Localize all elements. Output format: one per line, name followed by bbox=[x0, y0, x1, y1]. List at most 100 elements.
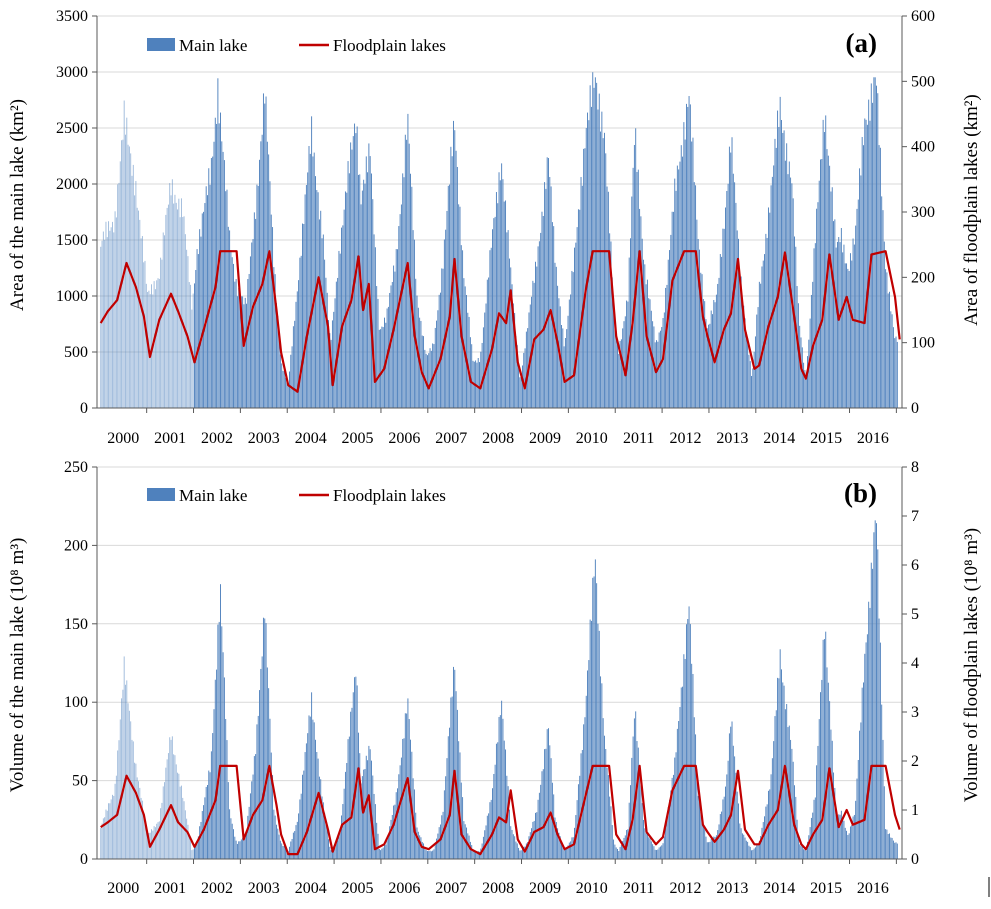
panel-b-bar bbox=[836, 816, 838, 859]
panel-a-bar bbox=[382, 327, 384, 408]
panel-b-bar bbox=[882, 739, 884, 859]
panel-b-bar bbox=[671, 777, 673, 859]
panel-a-bar bbox=[702, 299, 704, 408]
panel-b-bar bbox=[643, 819, 644, 859]
panel-a-bar bbox=[233, 263, 234, 408]
panel-a-bar bbox=[182, 217, 184, 408]
panel-a-bar bbox=[199, 229, 201, 408]
panel-b-bar bbox=[183, 801, 185, 859]
panel-b-bar bbox=[227, 782, 229, 859]
panel-a-legend-bar-swatch bbox=[147, 38, 175, 51]
panel-a-bar bbox=[775, 147, 777, 408]
panel-a-bar bbox=[494, 216, 496, 408]
panel-a-bar bbox=[371, 173, 372, 408]
panel-a-bar bbox=[639, 208, 641, 408]
panel-b-bar bbox=[100, 827, 102, 859]
panel-a-bar bbox=[123, 100, 125, 409]
panel-a-bar bbox=[308, 146, 310, 408]
panel-a-bar bbox=[400, 204, 402, 408]
panel-b-bar bbox=[843, 820, 845, 859]
panel-a-bar bbox=[485, 303, 487, 408]
panel-b-bar bbox=[864, 653, 866, 859]
panel-a-bar bbox=[272, 227, 274, 408]
panel-b-bar bbox=[570, 841, 572, 859]
panel-a-bar bbox=[426, 355, 428, 408]
panel-a-bar bbox=[468, 316, 470, 408]
panel-a-bar bbox=[495, 192, 497, 408]
panel-b-bar bbox=[156, 823, 158, 859]
panel-b-bar bbox=[143, 813, 145, 859]
panel-b-bar bbox=[667, 807, 669, 859]
panel-a-bar bbox=[350, 142, 352, 408]
panel-a-left-tick-label: 0 bbox=[80, 400, 88, 417]
panel-b-bar bbox=[259, 690, 261, 859]
panel-b-bar bbox=[395, 792, 397, 859]
panel-b-bar bbox=[617, 848, 618, 859]
panel-a-bar bbox=[689, 104, 691, 408]
panel-a-bar bbox=[298, 280, 300, 408]
panel-b-bar bbox=[610, 806, 612, 859]
panel-b-bar bbox=[177, 772, 179, 859]
panel-b-bar bbox=[274, 815, 276, 859]
panel-a-bar bbox=[734, 182, 736, 408]
panel-b-bar bbox=[243, 837, 245, 859]
panel-b-bar bbox=[265, 623, 267, 859]
panel-b-bar bbox=[128, 710, 130, 859]
panel-b-bar bbox=[644, 828, 646, 859]
panel-b-bar bbox=[581, 749, 583, 859]
panel-b-bar bbox=[449, 727, 451, 859]
panel-b-bar bbox=[528, 836, 530, 859]
panel-a-bar bbox=[749, 361, 751, 408]
panel-a-bar bbox=[765, 233, 767, 408]
panel-a-bar bbox=[670, 234, 672, 408]
panel-a-bar bbox=[226, 189, 228, 408]
panel-b-bar bbox=[665, 825, 667, 859]
panel-b-bar bbox=[770, 774, 772, 859]
panel-a-main-lake-bars bbox=[100, 72, 898, 409]
panel-a-bar bbox=[820, 159, 821, 408]
panel-a-bar bbox=[566, 329, 568, 408]
panel-b-bar bbox=[632, 736, 634, 859]
panel-a-bar bbox=[868, 99, 870, 408]
panel-a-bar bbox=[713, 299, 715, 408]
panel-a-bar bbox=[207, 195, 208, 408]
panel-a-bar bbox=[613, 298, 615, 408]
panel-b-year-label: 2003 bbox=[248, 880, 280, 897]
panel-a-bar bbox=[887, 293, 889, 408]
panel-a-bar bbox=[823, 132, 825, 408]
panel-a-bar bbox=[648, 298, 650, 408]
panel-b-bar bbox=[609, 796, 611, 859]
panel-a-bar bbox=[717, 283, 719, 408]
panel-a-bar bbox=[667, 259, 669, 408]
panel-a-bar bbox=[399, 214, 401, 408]
panel-a-bar bbox=[581, 185, 583, 408]
panel-b-bar bbox=[515, 841, 517, 859]
panel-b-bar bbox=[173, 754, 175, 859]
panel-a-bar bbox=[831, 187, 833, 408]
panel-a-bar bbox=[352, 136, 354, 408]
panel-b-bar bbox=[669, 799, 671, 859]
panel-a-bar bbox=[317, 192, 319, 408]
panel-b-legend-bar-swatch bbox=[147, 488, 175, 501]
panel-b-bar bbox=[839, 814, 841, 859]
panel-a-bar bbox=[676, 165, 678, 408]
panel-b-bar bbox=[648, 837, 650, 859]
panel-b-bar bbox=[126, 680, 128, 859]
panel-a-bar bbox=[446, 210, 448, 408]
panel-a-bar bbox=[197, 254, 199, 408]
panel-a-right-tick-label: 200 bbox=[911, 269, 935, 286]
panel-b-bar bbox=[546, 729, 548, 859]
panel-a-bar bbox=[821, 159, 823, 408]
panel-a-bar bbox=[615, 330, 617, 408]
panel-b-bar bbox=[550, 758, 552, 859]
panel-a-bar bbox=[700, 272, 702, 408]
panel-b-bar bbox=[730, 726, 732, 859]
panel-a-bar bbox=[136, 207, 138, 408]
panel-b-bar bbox=[220, 584, 221, 859]
panel-b-bar bbox=[878, 618, 880, 859]
panel-b-right-axis-label: Volume of floodplain lakes (10⁸ m³) bbox=[961, 528, 982, 802]
panel-a-bar bbox=[838, 237, 840, 408]
panel-a-bar bbox=[265, 96, 267, 408]
panel-b-bar bbox=[512, 834, 514, 859]
panel-b-bar bbox=[741, 833, 743, 859]
